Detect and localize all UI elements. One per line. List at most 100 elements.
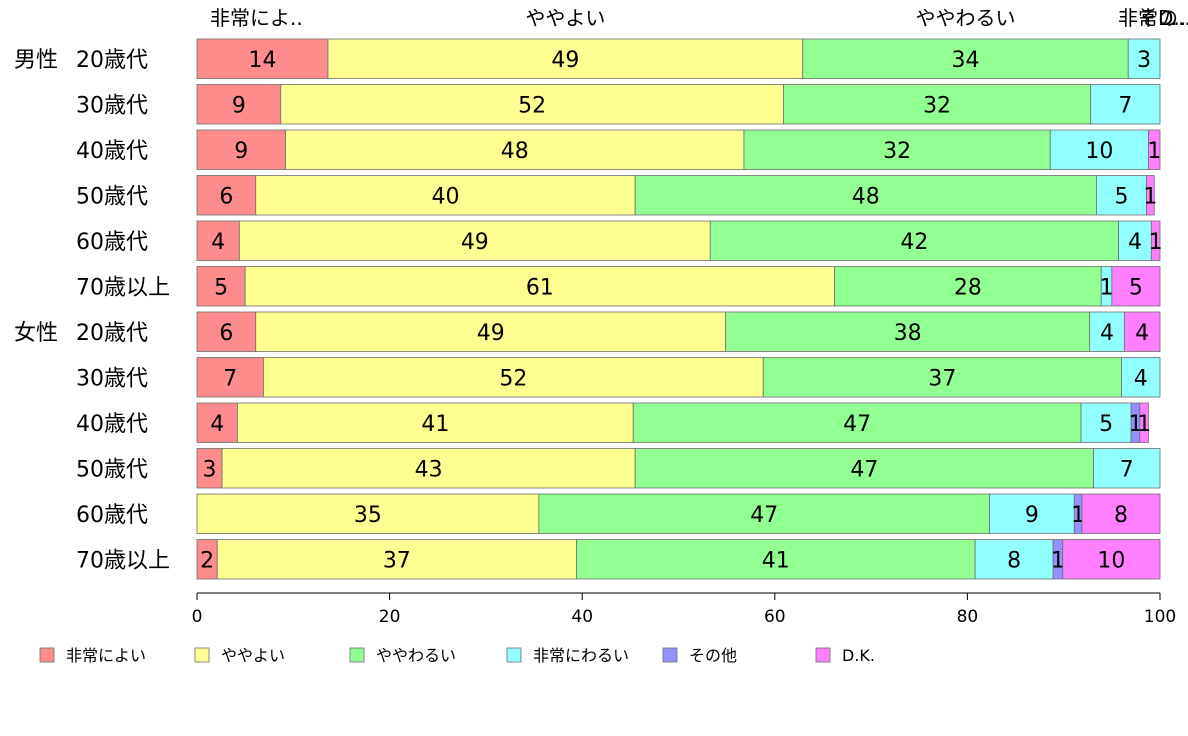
data-label: 9: [232, 93, 246, 118]
bar-segment: [216, 539, 577, 580]
category-label: 20歳代: [76, 321, 148, 346]
data-label: 35: [354, 503, 382, 528]
legend-swatch: [349, 647, 365, 663]
x-tick-label: 40: [571, 607, 593, 627]
data-label: 2: [200, 548, 214, 573]
data-label: 49: [477, 321, 505, 346]
bar-segment: [285, 129, 745, 170]
data-label: 7: [1120, 457, 1134, 482]
bar-segment: [974, 539, 1054, 580]
top-label: その...: [1138, 6, 1188, 30]
data-label: 4: [1128, 230, 1142, 255]
bar-segment: [538, 493, 990, 534]
category-label: 40歳代: [76, 412, 148, 437]
group-label: 男性: [14, 48, 58, 73]
data-label: 4: [210, 412, 224, 437]
bar-segment: [634, 175, 1097, 216]
data-label: 7: [1118, 93, 1132, 118]
legend-label: ややわるい: [376, 646, 456, 665]
category-label: 70歳以上: [76, 548, 170, 573]
data-label: 49: [461, 230, 489, 255]
data-label: 32: [883, 139, 911, 164]
bar-segment: [196, 38, 329, 79]
legend-label: その他: [689, 646, 737, 665]
bar-segment: [238, 220, 711, 261]
bar-segment: [280, 84, 784, 125]
category-label: 30歳代: [76, 366, 148, 391]
bar-segment: [263, 357, 764, 398]
data-label: 4: [1100, 321, 1114, 346]
data-label: 1: [1051, 548, 1065, 573]
bar-segment: [989, 493, 1075, 534]
category-label: 20歳代: [76, 48, 148, 73]
bar-segment: [1150, 220, 1161, 261]
category-label: 30歳代: [76, 93, 148, 118]
legend-swatch: [39, 647, 55, 663]
top-label: 非常...: [1118, 6, 1177, 30]
bar-segment: [1089, 311, 1125, 352]
data-label: 47: [850, 457, 878, 482]
data-label: 6: [219, 184, 233, 209]
bar-segment: [237, 402, 634, 443]
legend-label: 非常によい: [66, 646, 146, 665]
data-label: 3: [203, 457, 217, 482]
bar-segment: [221, 448, 636, 489]
bar-segment: [1146, 175, 1155, 216]
bar-segment: [244, 266, 835, 307]
legend-swatch: [815, 647, 831, 663]
x-tick-label: 100: [1144, 607, 1176, 627]
data-label: 52: [499, 366, 527, 391]
data-label: 4: [211, 230, 225, 255]
data-label: 5: [214, 275, 228, 300]
bar-segment: [196, 493, 540, 534]
group-label: 女性: [14, 321, 58, 346]
data-label: 1: [1149, 230, 1163, 255]
category-label: 60歳代: [76, 230, 148, 255]
top-label: ややよい: [525, 6, 605, 30]
category-label: 50歳代: [76, 457, 148, 482]
top-label: ややわるい: [915, 6, 1015, 30]
bar-segment: [1111, 266, 1161, 307]
data-label: 41: [421, 412, 449, 437]
bar-segment: [196, 448, 223, 489]
data-label: 41: [762, 548, 790, 573]
data-label: 48: [852, 184, 880, 209]
data-label: 37: [383, 548, 411, 573]
bar-segment: [1123, 311, 1161, 352]
data-label: 9: [234, 139, 248, 164]
data-label: 8: [1007, 548, 1021, 573]
data-label: 6: [219, 321, 233, 346]
data-label: 4: [1134, 366, 1148, 391]
bar-segment: [255, 311, 727, 352]
bar-segment: [196, 175, 257, 216]
bar-segment: [834, 266, 1102, 307]
bar-segment: [802, 38, 1129, 79]
bar-segment: [576, 539, 976, 580]
x-tick-label: 60: [764, 607, 786, 627]
x-tick-label: 80: [957, 607, 979, 627]
bar-segment: [196, 402, 238, 443]
bar-segment: [1081, 493, 1161, 534]
bar-segment: [196, 357, 264, 398]
bar-segment: [1080, 402, 1132, 443]
data-label: 1: [1147, 139, 1161, 164]
top-label: D...: [1158, 6, 1188, 30]
bar-segment: [196, 84, 282, 125]
data-label: 3: [1137, 48, 1151, 73]
data-label: 34: [951, 48, 979, 73]
x-tick-label: 20: [379, 607, 401, 627]
legend-label: D.K.: [842, 646, 875, 665]
data-label: 1: [1143, 184, 1157, 209]
data-label: 37: [928, 366, 956, 391]
x-tick-label: 0: [192, 607, 203, 627]
data-label: 1: [1128, 412, 1142, 437]
data-label: 1: [1137, 412, 1151, 437]
legend-swatch: [194, 647, 210, 663]
bar-segment: [1148, 129, 1161, 170]
data-label: 14: [248, 48, 276, 73]
data-label: 61: [526, 275, 554, 300]
data-label: 4: [1135, 321, 1149, 346]
bar-segment: [1121, 357, 1161, 398]
data-label: 40: [431, 184, 459, 209]
